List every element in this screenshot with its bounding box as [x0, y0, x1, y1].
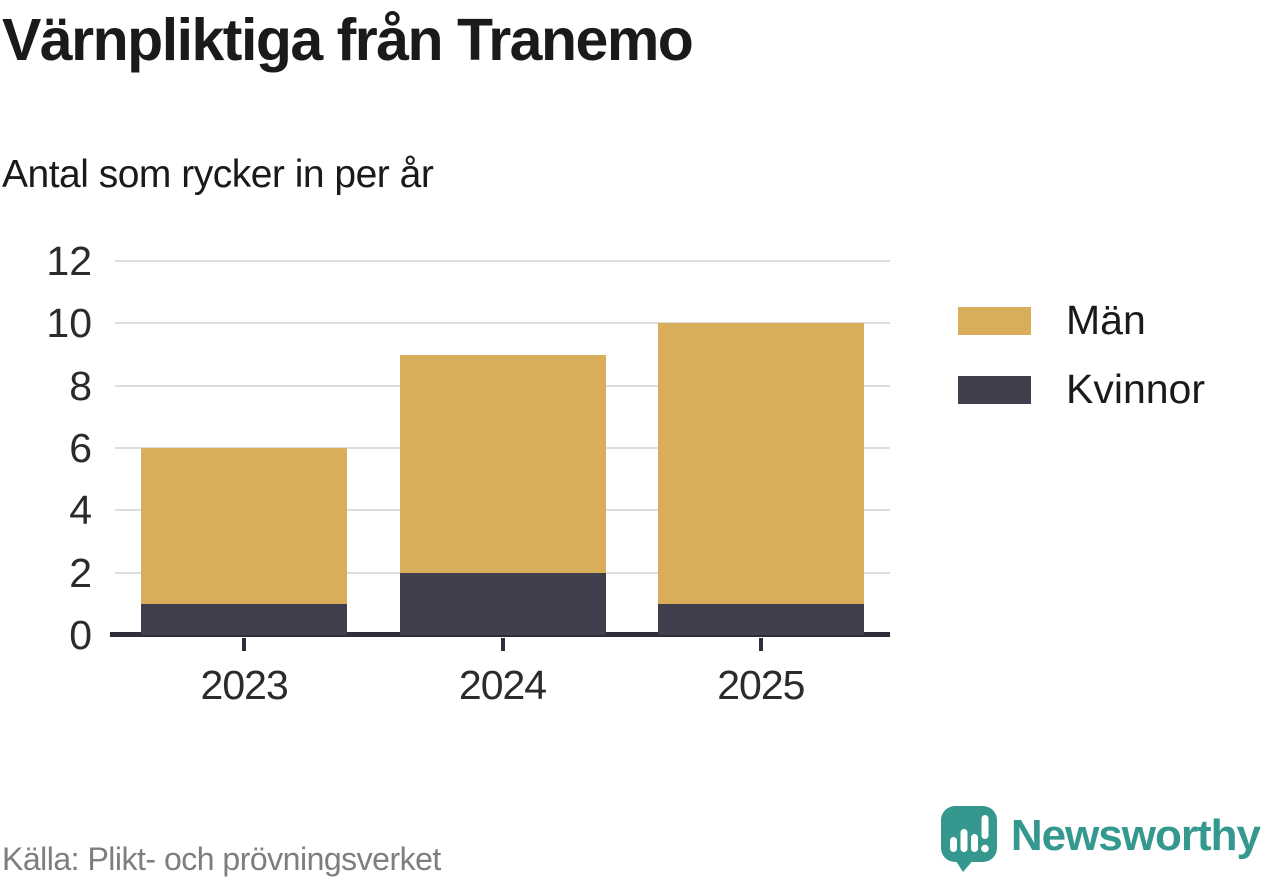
- source-note: Källa: Plikt- och prövningsverket: [2, 841, 441, 877]
- legend-item-kvinnor: Kvinnor: [958, 369, 1205, 410]
- legend-swatch-män: [958, 306, 1031, 335]
- y-tick-label: 2: [69, 549, 92, 596]
- bar-segment-kvinnor-2023: [141, 603, 348, 635]
- y-tick-label: 6: [69, 425, 92, 471]
- legend-label-män: Män: [1066, 297, 1146, 343]
- bar-segment-män-2025: [657, 323, 864, 604]
- y-tick-label: 8: [69, 362, 92, 409]
- brand-logo: Newsworthy: [940, 806, 1261, 872]
- gridline: [115, 322, 890, 325]
- y-tick-label: 12: [46, 238, 92, 284]
- bar-segment-kvinnor-2024: [399, 572, 606, 635]
- y-tick-label: 10: [46, 300, 92, 347]
- chart-subtitle: Antal som rycker in per år: [2, 153, 434, 196]
- brand-wordmark: Newsworthy: [1010, 811, 1261, 860]
- x-tick-mark: [500, 638, 505, 651]
- legend-swatch-kvinnor: [958, 375, 1031, 404]
- legend-item-män: Män: [958, 300, 1205, 341]
- y-tick-label: 0: [69, 612, 92, 658]
- x-tick-mark: [242, 638, 247, 651]
- legend-label-kvinnor: Kvinnor: [1066, 366, 1206, 412]
- y-tick-label: 4: [69, 487, 92, 534]
- gridline: [115, 260, 890, 262]
- newsworthy-logo-icon: [940, 806, 997, 872]
- bar-segment-kvinnor-2025: [657, 603, 864, 635]
- plot-area: [110, 260, 890, 637]
- bar-segment-män-2023: [141, 448, 348, 604]
- bar-segment-män-2024: [399, 354, 606, 573]
- chart-title: Värnpliktiga från Tranemo: [2, 7, 694, 73]
- x-tick-label-2023: 2023: [200, 662, 289, 708]
- legend: Män Kvinnor: [958, 300, 1205, 438]
- x-tick-mark: [758, 638, 763, 651]
- x-tick-label-2025: 2025: [717, 662, 805, 708]
- x-tick-label-2024: 2024: [458, 662, 547, 708]
